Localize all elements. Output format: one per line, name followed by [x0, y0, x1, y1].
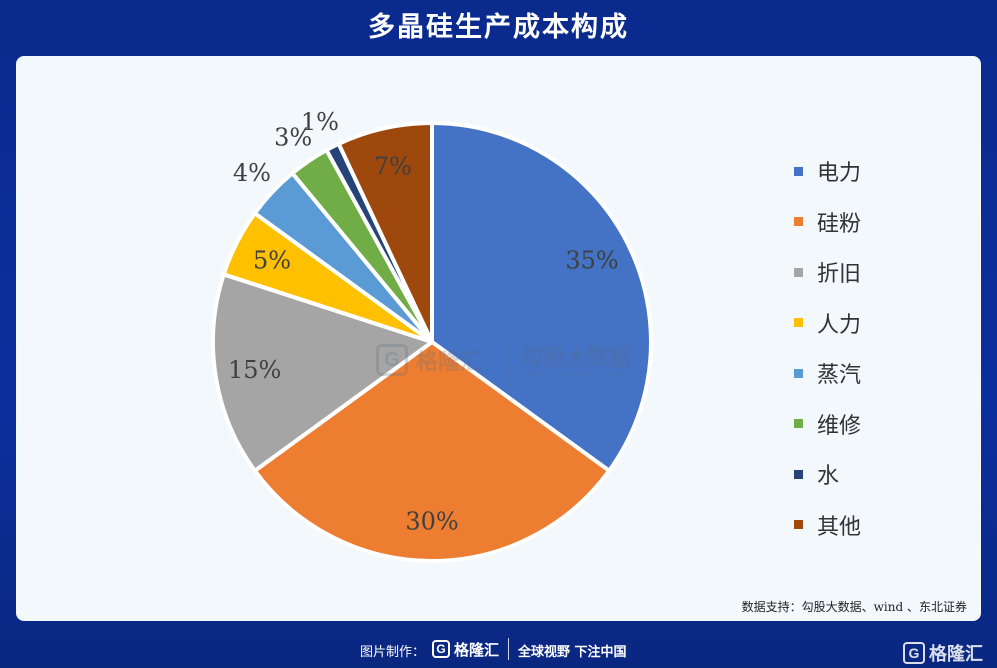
legend-label-6: 水 — [817, 464, 840, 490]
legend-item-2: 折旧 — [794, 247, 944, 298]
legend-item-6: 水 — [794, 449, 944, 500]
footer-brand: 格隆汇 — [454, 640, 500, 659]
legend-item-5: 维修 — [794, 399, 944, 450]
pie-slice-2 — [211, 272, 434, 473]
legend-swatch-5 — [794, 419, 803, 429]
footer-divider — [508, 638, 509, 660]
legend-swatch-3 — [794, 318, 803, 328]
legend-item-0: 电力 — [794, 146, 944, 197]
pie-data-label-4: 4% — [233, 159, 271, 187]
legend-label-3: 人力 — [817, 312, 862, 338]
legend-item-7: 其他 — [794, 500, 944, 551]
legend-label-7: 其他 — [817, 514, 862, 540]
corner-logo-icon: G — [903, 642, 925, 664]
legend-swatch-7 — [794, 520, 803, 530]
pie-data-label-0: 35% — [565, 246, 618, 274]
footer-label: 图片制作： — [360, 645, 426, 660]
legend-swatch-1 — [794, 217, 803, 227]
corner-logo: G 格隆汇 — [903, 640, 983, 666]
pie-data-label-6: 1% — [301, 108, 339, 136]
legend-swatch-4 — [794, 368, 803, 378]
brand-logo-icon: G — [432, 640, 450, 658]
legend-item-3: 人力 — [794, 298, 944, 349]
pie-chart: 35% 30% 15% 5% 4%3%1% 7% — [211, 108, 653, 563]
legend-label-0: 电力 — [817, 161, 862, 187]
footer: 图片制作： G 格隆汇 全球视野 下注中国 — [0, 634, 997, 664]
legend-label-5: 维修 — [817, 413, 862, 439]
chart-legend: 电力硅粉折旧人力蒸汽维修水其他 — [794, 146, 944, 550]
pie-data-label-7: 7% — [374, 153, 412, 181]
legend-swatch-6 — [794, 469, 803, 479]
corner-brand: 格隆汇 — [929, 644, 983, 665]
legend-item-4: 蒸汽 — [794, 348, 944, 399]
page-title: 多晶硅生产成本构成 — [368, 12, 629, 43]
chart-card: 35% 30% 15% 5% 4% 3% 1% 7% G 格隆汇 勾股大数据 www.gogu… — [16, 56, 981, 621]
legend-label-1: 硅粉 — [817, 211, 862, 237]
legend-item-1: 硅粉 — [794, 197, 944, 248]
legend-swatch-2 — [794, 267, 803, 277]
footer-slogan: 全球视野 下注中国 — [518, 645, 627, 660]
pie-data-label-3: 5% — [253, 246, 291, 274]
footer-logo: G 格隆汇 — [432, 638, 499, 660]
legend-label-4: 蒸汽 — [817, 363, 862, 389]
pie-data-label-5: 3% — [274, 124, 312, 152]
pie-slice-0 — [430, 121, 653, 473]
pie-data-label-1: 30% — [405, 508, 458, 536]
data-source: 数据支持：勾股大数据、wind 、东北证券 — [741, 600, 967, 614]
legend-swatch-0 — [794, 166, 803, 176]
pie-data-label-2: 15% — [228, 356, 281, 384]
pie-slice-1 — [252, 340, 612, 563]
pie-slice-7 — [336, 121, 434, 344]
legend-label-2: 折旧 — [817, 262, 862, 288]
